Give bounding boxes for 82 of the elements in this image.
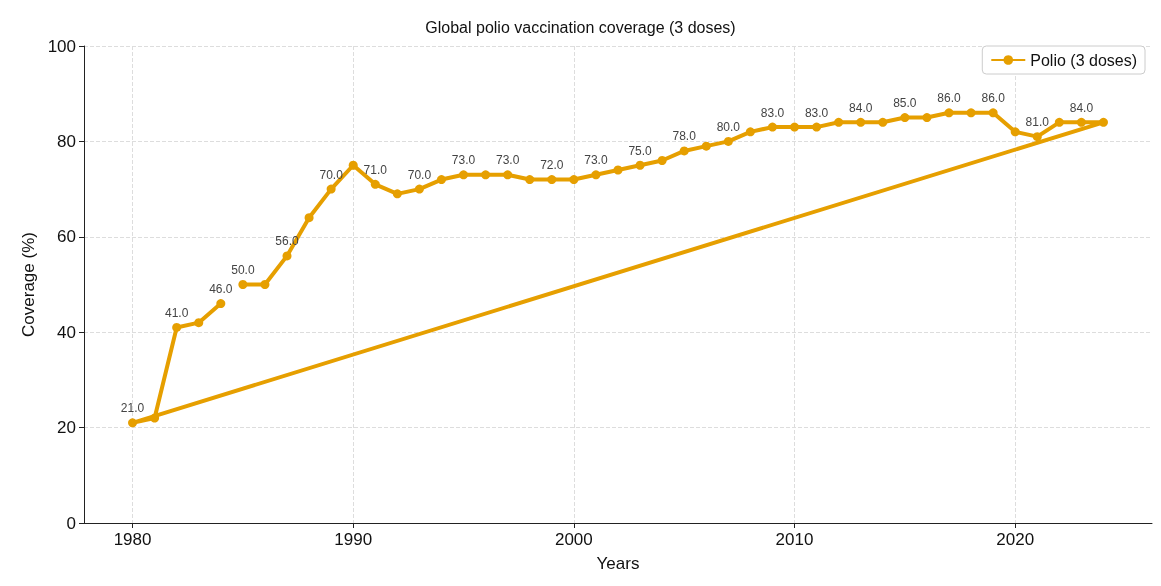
point — [900, 113, 910, 123]
x-tick-label: 2000 — [554, 530, 593, 549]
point — [172, 322, 182, 332]
data-label: 86.0 — [981, 91, 1006, 106]
point — [481, 170, 491, 180]
point — [1032, 132, 1042, 142]
y-tick-label: 20 — [57, 418, 76, 438]
data-label: 71.0 — [363, 162, 388, 177]
y-tick-label: 0 — [66, 513, 76, 533]
chart-title: Global polio vaccination coverage (3 doses) — [425, 18, 736, 36]
y-tick-label: 100 — [47, 36, 76, 56]
point — [1076, 117, 1086, 127]
point — [370, 179, 380, 189]
data-label: 85.0 — [893, 96, 917, 111]
y-tick-label: 80 — [57, 131, 76, 151]
point — [547, 175, 557, 185]
point — [304, 213, 314, 223]
point — [613, 165, 623, 175]
point — [260, 280, 270, 289]
point — [657, 155, 667, 165]
point — [459, 170, 469, 180]
point — [1098, 117, 1108, 127]
point — [723, 136, 733, 146]
data-label: 73.0 — [584, 153, 608, 168]
point — [414, 184, 424, 194]
point — [392, 189, 402, 199]
point — [503, 170, 513, 180]
point — [1010, 127, 1020, 137]
point — [238, 280, 248, 289]
point — [128, 418, 138, 428]
point — [878, 117, 888, 127]
data-label: 73.0 — [451, 153, 476, 168]
x-tick-label: 1990 — [334, 530, 373, 549]
point — [194, 318, 204, 328]
point — [216, 299, 226, 309]
point — [1054, 117, 1064, 127]
data-label: 46.0 — [209, 282, 233, 297]
y-tick-label: 60 — [57, 227, 76, 247]
y-axis-title: Coverage (%) — [18, 232, 38, 337]
point — [701, 141, 711, 151]
point — [326, 184, 336, 194]
point — [966, 108, 976, 118]
point — [436, 175, 446, 185]
data-label: 50.0 — [231, 263, 255, 277]
data-label: 84.0 — [1069, 100, 1094, 115]
x-axis-title: Years — [596, 554, 640, 573]
x-tick-label: 2010 — [775, 530, 814, 549]
data-label: 70.0 — [407, 167, 432, 182]
point — [150, 413, 160, 423]
x-tick-label: 2020 — [996, 530, 1035, 549]
data-label: 83.0 — [804, 105, 829, 120]
point — [679, 146, 689, 156]
point — [569, 175, 579, 185]
data-label: 72.0 — [540, 158, 564, 173]
data-label: 73.0 — [495, 153, 520, 168]
legend-label: Polio (3 doses) — [1030, 51, 1137, 69]
data-label: 80.0 — [716, 119, 741, 134]
data-label: 21.0 — [120, 401, 145, 416]
point — [856, 117, 866, 127]
point — [944, 108, 954, 118]
data-label: 70.0 — [319, 167, 344, 182]
data-label: 86.0 — [937, 91, 961, 106]
point — [812, 122, 822, 132]
point — [790, 122, 800, 132]
point — [834, 117, 844, 127]
point — [988, 108, 998, 118]
point — [348, 160, 358, 170]
point — [591, 170, 601, 180]
data-label: 83.0 — [760, 105, 785, 120]
data-label: 78.0 — [672, 129, 697, 144]
data-label: 84.0 — [849, 100, 873, 115]
point — [282, 251, 292, 261]
point — [635, 160, 645, 170]
y-tick-label: 40 — [57, 322, 76, 342]
point — [525, 175, 535, 185]
point — [745, 127, 755, 137]
point — [767, 122, 777, 132]
point — [922, 113, 932, 123]
data-label: 81.0 — [1025, 115, 1050, 130]
data-label: 75.0 — [628, 143, 653, 158]
x-tick-label: 1980 — [113, 530, 152, 549]
data-label: 41.0 — [165, 305, 189, 320]
